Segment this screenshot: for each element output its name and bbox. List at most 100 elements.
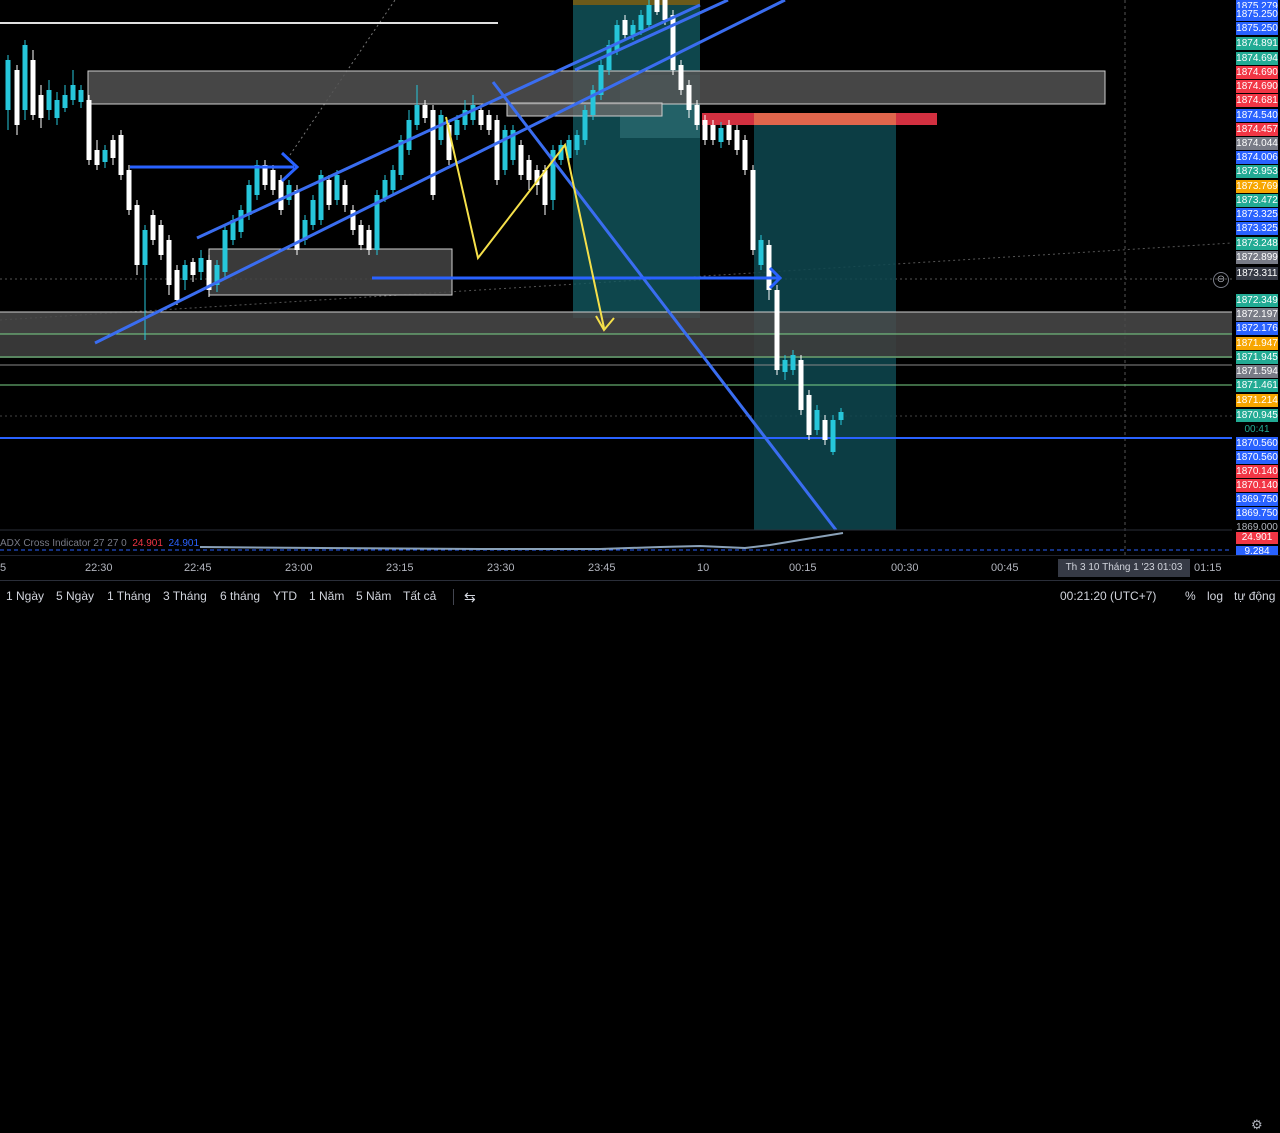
indicator-adx-line	[199, 532, 844, 550]
time-label: 5	[0, 562, 7, 574]
diagonal-down-line[interactable]	[491, 81, 838, 531]
candle-body	[742, 140, 748, 170]
auto-button[interactable]: tự động	[1234, 589, 1276, 603]
candle-body	[822, 420, 828, 440]
candle-body	[734, 130, 740, 150]
candle-body	[566, 140, 572, 158]
candle-body	[422, 105, 428, 118]
chart-canvas[interactable]	[0, 0, 1232, 555]
price-label: 1871.945	[1236, 351, 1278, 364]
candle-body	[134, 205, 140, 265]
candle-body	[398, 140, 404, 175]
candle-body	[638, 15, 644, 30]
zoom-icon[interactable]: ⊖	[1213, 272, 1229, 288]
channel-line-lower[interactable]	[94, 0, 786, 345]
toolbar-divider	[453, 589, 454, 605]
candle-body	[686, 85, 692, 110]
price-label: 1870.140	[1236, 479, 1278, 492]
candle-body	[270, 170, 276, 190]
candle-body	[494, 120, 500, 180]
candle-body	[726, 125, 732, 140]
chart-pane[interactable]: ⊖ ADX Cross Indicator 27 27 0 24.901 24.…	[0, 0, 1232, 555]
price-label: 1874.006	[1236, 151, 1278, 164]
candle-body	[286, 185, 292, 200]
countdown-label: 00:41	[1236, 423, 1278, 436]
crosshair-time-label: Th 3 10 Tháng 1 '23 01:03	[1058, 559, 1190, 577]
candle-body	[374, 195, 380, 250]
price-label: 1874.694	[1236, 52, 1278, 65]
candle-body	[30, 60, 36, 115]
candle-body	[614, 25, 620, 50]
gray-band-2[interactable]	[0, 334, 1232, 358]
candle-body	[510, 130, 516, 160]
candle-body	[542, 170, 548, 205]
candle-body	[390, 170, 396, 190]
price-label: 1872.899	[1236, 251, 1278, 264]
candle-body	[470, 105, 476, 120]
arrow-right-top[interactable]	[130, 151, 300, 183]
candle-body	[222, 230, 228, 272]
candle-body	[782, 360, 788, 372]
time-label: 00:30	[891, 562, 919, 574]
time-label: 23:15	[386, 562, 414, 574]
candle-body	[46, 90, 52, 110]
candle-body	[358, 225, 364, 245]
range-button[interactable]: 3 Tháng	[163, 589, 207, 603]
price-label: 1873.325	[1236, 222, 1278, 235]
channel-line-upper[interactable]	[196, 3, 701, 240]
candle-body	[598, 65, 604, 95]
orange-zone[interactable]	[754, 113, 896, 125]
price-label: 1874.690	[1236, 80, 1278, 93]
price-label: 1874.891	[1236, 37, 1278, 50]
range-button[interactable]: YTD	[273, 589, 297, 603]
time-label: 23:30	[487, 562, 515, 574]
indicator-value-2: 24.901	[168, 538, 200, 549]
candle-body	[174, 270, 180, 300]
range-button[interactable]: 5 Năm	[356, 589, 392, 603]
candle-body	[838, 412, 844, 420]
range-button[interactable]: 1 Tháng	[107, 589, 151, 603]
yellow-zigzag-path[interactable]	[445, 116, 615, 332]
gray-zone-mid[interactable]	[208, 248, 453, 296]
range-button[interactable]: 5 Ngày	[56, 589, 95, 603]
candle-body	[254, 165, 260, 195]
candle-body	[790, 355, 796, 370]
indicator-legend[interactable]: ADX Cross Indicator 27 27 0 24.901 24.90…	[0, 538, 199, 549]
price-label: 1873.248	[1236, 237, 1278, 250]
price-label: 1870.560	[1236, 451, 1278, 464]
candle-body	[206, 260, 212, 290]
candle-body	[758, 240, 764, 265]
candle-body	[526, 160, 532, 180]
candle-body	[798, 360, 804, 410]
candle-body	[502, 130, 508, 170]
price-label: 1869.000	[1236, 521, 1278, 534]
candle-body	[142, 230, 148, 265]
percent-button[interactable]: %	[1185, 589, 1196, 603]
gray-zone-top[interactable]	[87, 70, 1106, 105]
price-label: 1871.214	[1236, 394, 1278, 407]
time-axis[interactable]: 5 22:30 22:45 23:00 23:15 23:30 23:45 10 00:15 00…	[0, 555, 1280, 1132]
candle-body	[278, 180, 284, 210]
price-label: 1874.540	[1236, 109, 1278, 122]
candle-body	[814, 410, 820, 430]
gear-icon[interactable]: ⚙	[1251, 1117, 1263, 1132]
range-button[interactable]: 1 Năm	[309, 589, 345, 603]
range-button[interactable]: Tất cả	[403, 589, 437, 603]
price-label: 1874.690	[1236, 66, 1278, 79]
candle-body	[430, 110, 436, 195]
gray-band-1[interactable]	[0, 312, 1232, 334]
candle-body	[766, 245, 772, 290]
price-label: 1875.250	[1236, 8, 1278, 21]
range-button[interactable]: 6 tháng	[220, 589, 261, 603]
compare-icon[interactable]: ⇆	[464, 589, 476, 605]
range-button[interactable]: 1 Ngày	[6, 589, 45, 603]
candle-body	[670, 15, 676, 70]
price-label: 1874.044	[1236, 137, 1278, 150]
log-button[interactable]: log	[1207, 589, 1224, 603]
indicator-scale-label: 24.901	[1236, 532, 1278, 544]
arrow-right-mid[interactable]	[372, 266, 783, 290]
price-label: 1869.750	[1236, 507, 1278, 520]
price-label: 1870.560	[1236, 437, 1278, 450]
channel-line-top[interactable]	[574, 0, 729, 72]
candle-body	[310, 200, 316, 225]
